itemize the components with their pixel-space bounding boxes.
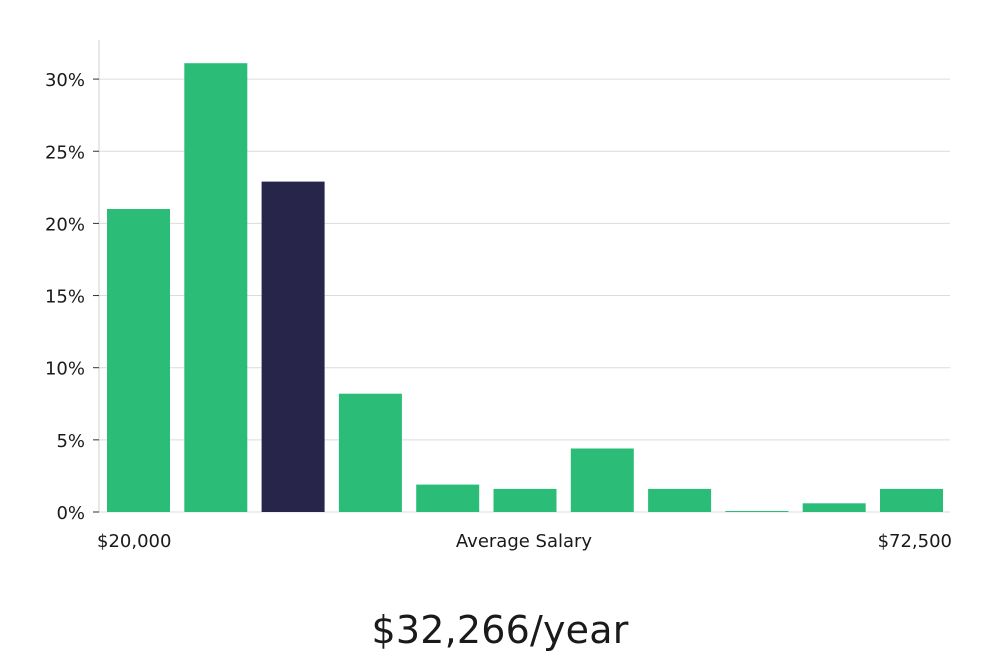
x-max-label: $72,500 (878, 531, 952, 552)
bar (338, 393, 402, 512)
y-tick-label: 15% (45, 287, 85, 308)
x-axis-title: Average Salary (456, 531, 593, 552)
bar (184, 63, 248, 512)
salary-histogram: 0% 5% 10% 15% 20% 25% 30% $20,000 Average Sala… (45, 40, 952, 552)
y-tick-label: 25% (45, 142, 85, 163)
bar (570, 448, 634, 512)
bar (416, 484, 480, 512)
y-tick-label: 5% (56, 431, 85, 452)
average-salary-value: $32,266/year (371, 608, 629, 652)
bar (493, 488, 557, 512)
bar-highlighted (261, 181, 325, 512)
y-tick-label: 20% (45, 214, 85, 235)
x-min-label: $20,000 (97, 531, 171, 552)
bar (880, 488, 943, 512)
bar (107, 209, 170, 512)
y-tick-label: 30% (45, 70, 85, 91)
bars (107, 63, 943, 512)
y-axis-ticks: 0% 5% 10% 15% 20% 25% 30% (45, 70, 99, 524)
bar (802, 503, 866, 512)
bar (648, 488, 712, 512)
y-tick-label: 0% (56, 503, 85, 524)
bar (725, 511, 789, 512)
y-tick-label: 10% (45, 359, 85, 380)
